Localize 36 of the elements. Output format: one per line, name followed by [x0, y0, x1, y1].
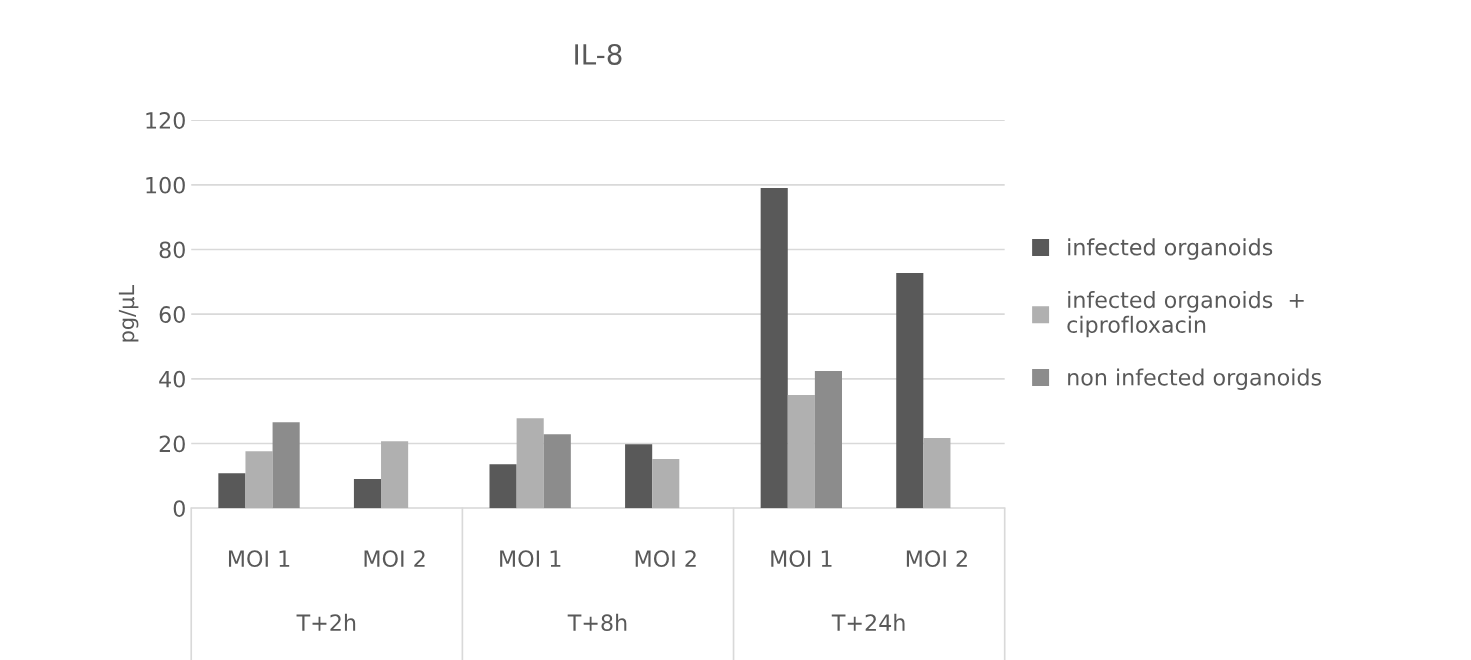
x-tick-label: MOI 2 — [364, 550, 425, 568]
bar — [272, 422, 300, 509]
bar — [245, 451, 273, 509]
text: T+8h — [567, 613, 627, 632]
bar — [787, 395, 815, 509]
bar — [814, 371, 842, 509]
bar — [896, 273, 924, 509]
text: T+2h — [296, 613, 356, 631]
bar — [381, 441, 409, 509]
x-tick-label: MOI 2 — [635, 550, 696, 568]
y-tick-label: 80 — [159, 241, 185, 259]
bar — [625, 444, 653, 509]
legend-label: infected organoids + ciprofloxacin — [1067, 290, 1304, 338]
bar — [923, 438, 951, 509]
x-tick-label: MOI 1 — [771, 550, 832, 568]
bar — [652, 459, 680, 509]
legend-label: non infected organoids — [1068, 368, 1322, 390]
y-tick-label: 60 — [159, 306, 185, 323]
legend-label: infected organoids — [1068, 238, 1273, 260]
bar — [516, 418, 544, 509]
bar — [489, 464, 517, 509]
bar — [353, 479, 382, 509]
chart-title: IL-8 — [575, 43, 622, 65]
text: T+24h — [831, 613, 905, 631]
bar — [218, 473, 246, 509]
y-tick-label: 20 — [159, 435, 185, 453]
bar — [543, 434, 571, 509]
y-tick-label: 0 — [173, 500, 185, 517]
bar — [760, 188, 788, 509]
y-tick-label: 40 — [159, 370, 185, 388]
x-tick-label: MOI 1 — [500, 550, 561, 568]
x-tick-label: MOI 1 — [228, 550, 290, 568]
x-tick-label: MOI 2 — [906, 550, 967, 568]
y-tick-label: 100 — [146, 176, 185, 194]
y-tick-label: 120 — [146, 112, 185, 129]
y-axis-title: pg/µL — [118, 285, 139, 342]
